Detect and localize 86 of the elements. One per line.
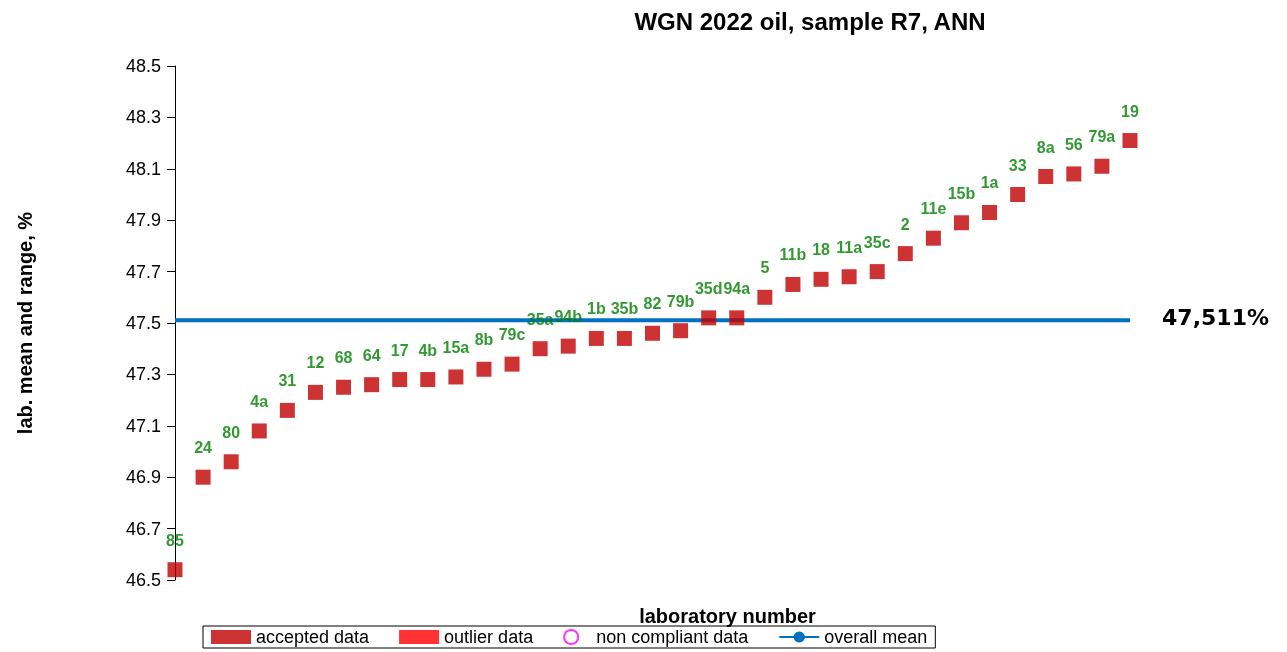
x-tick-label: 12: [306, 354, 325, 372]
x-tick-label: 18: [812, 241, 831, 259]
point: [1038, 169, 1054, 185]
x-tick-label: 79a: [1088, 128, 1116, 146]
point: [279, 402, 295, 418]
x-tick-label: 64: [362, 346, 381, 364]
point: [673, 323, 689, 339]
x-tick-label: 4b: [418, 341, 438, 359]
x-tick-label: 1b: [586, 300, 606, 318]
point: [195, 469, 211, 485]
point: [645, 325, 660, 341]
point: [392, 372, 408, 388]
y-tick-label: 47.3: [125, 364, 161, 385]
point: [1010, 187, 1026, 202]
point: [1066, 166, 1082, 182]
x-tick-label: 35b: [610, 300, 639, 318]
chart-title: WGN 2022 oil, sample R7, ANN: [634, 7, 986, 35]
point: [841, 269, 857, 285]
legend-label: overall mean: [824, 627, 928, 647]
x-tick-label: 80: [222, 423, 241, 441]
x-tick-label: 15a: [442, 338, 470, 356]
point: [869, 264, 885, 280]
x-tick-label: 17: [390, 341, 409, 359]
x-tick-label: 8b: [474, 331, 494, 349]
x-tick-label: 94a: [723, 279, 751, 297]
x-tick-label: 31: [278, 372, 297, 390]
x-tick-label: 8a: [1036, 138, 1055, 156]
y-tick-label: 48.3: [125, 107, 161, 128]
point: [307, 384, 323, 400]
point: [364, 377, 380, 393]
x-tick-label: 11a: [836, 238, 863, 256]
x-tick-label: 79c: [498, 326, 526, 344]
x-tick-label: 11e: [920, 200, 947, 218]
point: [476, 361, 492, 377]
point: [223, 454, 239, 470]
x-tick-label: 1a: [980, 174, 999, 192]
point: [532, 341, 548, 357]
x-tick-label: 35a: [526, 310, 554, 328]
point: [757, 289, 773, 305]
x-tick-label: 15b: [947, 184, 976, 202]
point: [251, 423, 267, 439]
x-tick-label: 2: [900, 215, 910, 233]
point: [448, 369, 464, 385]
y-tick-label: 46.9: [125, 467, 161, 488]
x-tick-label: 19: [1121, 102, 1139, 120]
legend-label: outlier data: [444, 627, 535, 647]
point: [701, 310, 717, 326]
legend-label: accepted data: [256, 627, 371, 647]
y-tick-label: 47.1: [125, 415, 161, 436]
y-tick-label: 47.5: [125, 313, 161, 333]
y-tick-label: 48.5: [125, 56, 161, 76]
x-tick-label: 56: [1064, 135, 1083, 153]
x-tick-label: 79b: [666, 292, 695, 310]
x-tick-label: 82: [643, 295, 662, 313]
x-tick-label: 4a: [250, 392, 269, 410]
x-tick-label: 35d: [694, 279, 723, 297]
x-axis-title: laboratory number: [639, 605, 817, 627]
point: [420, 372, 436, 388]
text: 47,511%: [1162, 304, 1270, 330]
y-tick-label: 47.7: [125, 261, 161, 282]
y-tick-label: 48.1: [125, 158, 161, 179]
y-tick-label: 46.5: [125, 570, 161, 590]
x-tick-label: 5: [760, 259, 770, 277]
legend-label: non compliant data: [596, 627, 750, 647]
point: [504, 356, 520, 372]
point: [336, 379, 352, 395]
y-tick-label: 47.9: [125, 210, 161, 231]
x-tick-label: 24: [194, 439, 213, 457]
point: [616, 330, 632, 346]
x-tick-label: 11b: [779, 246, 807, 264]
y-axis-title: lab. mean and range, %: [14, 211, 36, 435]
x-tick-label: 33: [1008, 156, 1027, 174]
x-tick-label: 35c: [863, 233, 891, 251]
point: [1122, 133, 1138, 149]
point: [785, 276, 801, 292]
point: [897, 246, 913, 262]
point: [982, 204, 998, 220]
x-tick-label: 68: [334, 349, 353, 367]
point: [560, 338, 576, 354]
point: [588, 330, 604, 346]
point: [1094, 158, 1110, 174]
point: [953, 215, 969, 231]
point: [813, 271, 829, 287]
point: [729, 310, 745, 326]
y-tick-label: 46.7: [125, 518, 161, 539]
point: [925, 230, 941, 246]
